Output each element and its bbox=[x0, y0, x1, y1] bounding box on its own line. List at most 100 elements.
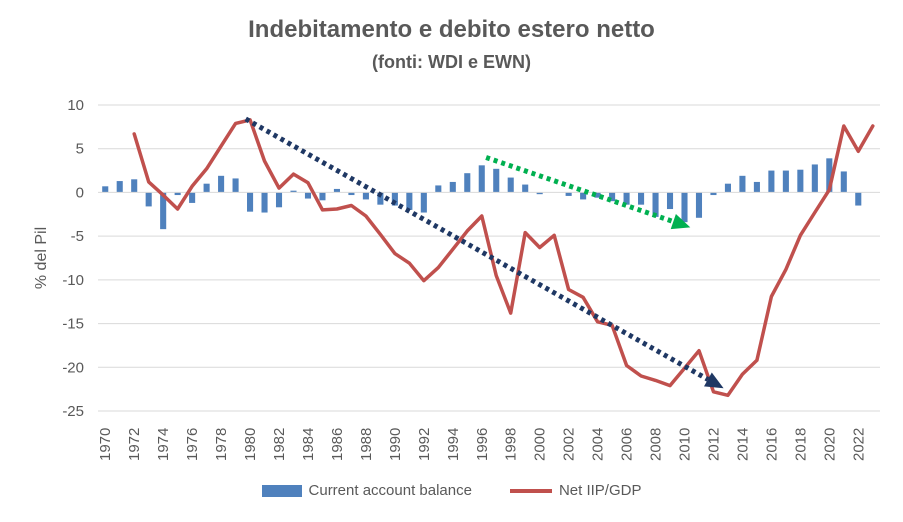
x-tick-label: 2012 bbox=[706, 428, 723, 461]
bar bbox=[203, 183, 210, 193]
legend-swatch-bar bbox=[261, 484, 302, 497]
bar bbox=[681, 192, 688, 223]
bar bbox=[855, 192, 862, 206]
legend-label-net-iip: Net IIP/GDP bbox=[558, 482, 642, 499]
bar bbox=[232, 178, 239, 193]
x-tick-label: 2022 bbox=[850, 428, 867, 461]
bar bbox=[145, 192, 152, 207]
legend-swatch-line bbox=[509, 488, 552, 493]
bar bbox=[304, 192, 312, 199]
y-tick-label: -10 bbox=[62, 272, 84, 289]
y-tick-label: -25 bbox=[62, 403, 84, 420]
x-axis-ticks: 1970 1972 1974 1976 1978 1980 1982 1984 1986 1988… bbox=[97, 428, 867, 461]
x-tick-label: 1978 bbox=[213, 428, 230, 461]
y-tick-label: 10 bbox=[67, 97, 84, 114]
bar bbox=[406, 192, 413, 210]
y-axis-label: % del Pil bbox=[33, 227, 50, 289]
y-axis-ticks: 10 5 0 -5 -10 -15 -20 -25 bbox=[62, 97, 84, 420]
bar bbox=[710, 192, 717, 196]
x-tick-label: 2000 bbox=[532, 428, 549, 461]
bar bbox=[507, 177, 514, 193]
chart-subtitle: (fonti: WDI e EWN) bbox=[372, 52, 531, 72]
bar bbox=[594, 192, 601, 198]
legend: Current account balance Net IIP/GDP bbox=[0, 482, 903, 499]
bar bbox=[116, 181, 123, 193]
bar bbox=[565, 192, 572, 196]
x-tick-label: 2006 bbox=[619, 428, 636, 461]
x-tick-label: 1980 bbox=[242, 428, 259, 461]
bar bbox=[189, 192, 196, 203]
x-tick-label: 1972 bbox=[126, 428, 143, 461]
bar bbox=[420, 192, 427, 213]
x-tick-label: 1984 bbox=[300, 428, 317, 461]
bar bbox=[261, 192, 268, 213]
y-tick-label: 5 bbox=[76, 141, 84, 158]
x-tick-label: 1974 bbox=[155, 428, 172, 461]
bar bbox=[102, 186, 109, 193]
bar bbox=[478, 165, 485, 193]
y-tick-label: -20 bbox=[62, 359, 84, 376]
x-tick-label: 2020 bbox=[821, 428, 838, 461]
bar bbox=[666, 192, 674, 210]
bar bbox=[160, 192, 167, 230]
bar bbox=[174, 192, 181, 196]
bar bbox=[580, 192, 587, 200]
gridlines bbox=[98, 104, 880, 412]
x-tick-label: 2016 bbox=[763, 428, 780, 461]
bar bbox=[724, 183, 731, 193]
bar bbox=[782, 170, 789, 193]
x-tick-label: 1994 bbox=[445, 428, 462, 461]
bar bbox=[536, 192, 543, 195]
bar bbox=[435, 185, 442, 193]
x-tick-label: 1998 bbox=[503, 428, 520, 461]
x-tick-label: 2004 bbox=[590, 428, 607, 461]
x-tick-label: 1990 bbox=[387, 428, 404, 461]
x-tick-label: 2010 bbox=[677, 428, 694, 461]
bar bbox=[739, 175, 746, 193]
x-tick-label: 1986 bbox=[329, 428, 346, 461]
x-tick-label: 2002 bbox=[561, 428, 578, 461]
bar bbox=[290, 190, 297, 193]
bar bbox=[811, 164, 818, 193]
current-account-bars bbox=[102, 158, 862, 230]
trend-arrow-head bbox=[704, 372, 724, 389]
bar bbox=[638, 192, 645, 205]
x-tick-label: 1992 bbox=[416, 428, 433, 461]
bar bbox=[695, 192, 703, 218]
bar bbox=[464, 173, 471, 193]
x-tick-label: 1996 bbox=[474, 428, 491, 461]
y-tick-label: -15 bbox=[62, 316, 84, 333]
bar bbox=[652, 192, 659, 217]
trend-arrows bbox=[244, 116, 724, 389]
bar bbox=[623, 192, 630, 205]
x-tick-label: 1982 bbox=[271, 428, 288, 461]
bar bbox=[275, 192, 283, 208]
trend-arrow-head bbox=[670, 214, 691, 230]
bar bbox=[768, 170, 775, 193]
chart-title: Indebitamento e debito estero netto bbox=[248, 16, 655, 43]
x-tick-label: 1988 bbox=[358, 428, 375, 461]
x-tick-label: 1976 bbox=[184, 428, 201, 461]
trend-arrow-line bbox=[485, 155, 675, 224]
bar bbox=[493, 168, 500, 193]
bar bbox=[247, 192, 254, 212]
bar bbox=[362, 192, 369, 200]
x-tick-label: 1970 bbox=[97, 428, 114, 461]
legend-item-net-iip: Net IIP/GDP bbox=[509, 482, 642, 499]
y-tick-label: -5 bbox=[71, 228, 84, 245]
legend-item-current-account: Current account balance bbox=[261, 482, 472, 499]
bar bbox=[522, 184, 529, 193]
x-tick-label: 2008 bbox=[648, 428, 665, 461]
bar bbox=[826, 158, 833, 193]
bar bbox=[377, 192, 384, 205]
x-tick-label: 2014 bbox=[734, 428, 751, 461]
bar bbox=[840, 171, 847, 193]
legend-label-current-account: Current account balance bbox=[308, 482, 472, 499]
net-iip-line bbox=[132, 118, 875, 398]
bar bbox=[753, 181, 760, 193]
bar bbox=[319, 192, 326, 201]
net-iip-polyline bbox=[132, 118, 875, 398]
x-tick-label: 2018 bbox=[792, 428, 809, 461]
bar bbox=[609, 192, 616, 202]
